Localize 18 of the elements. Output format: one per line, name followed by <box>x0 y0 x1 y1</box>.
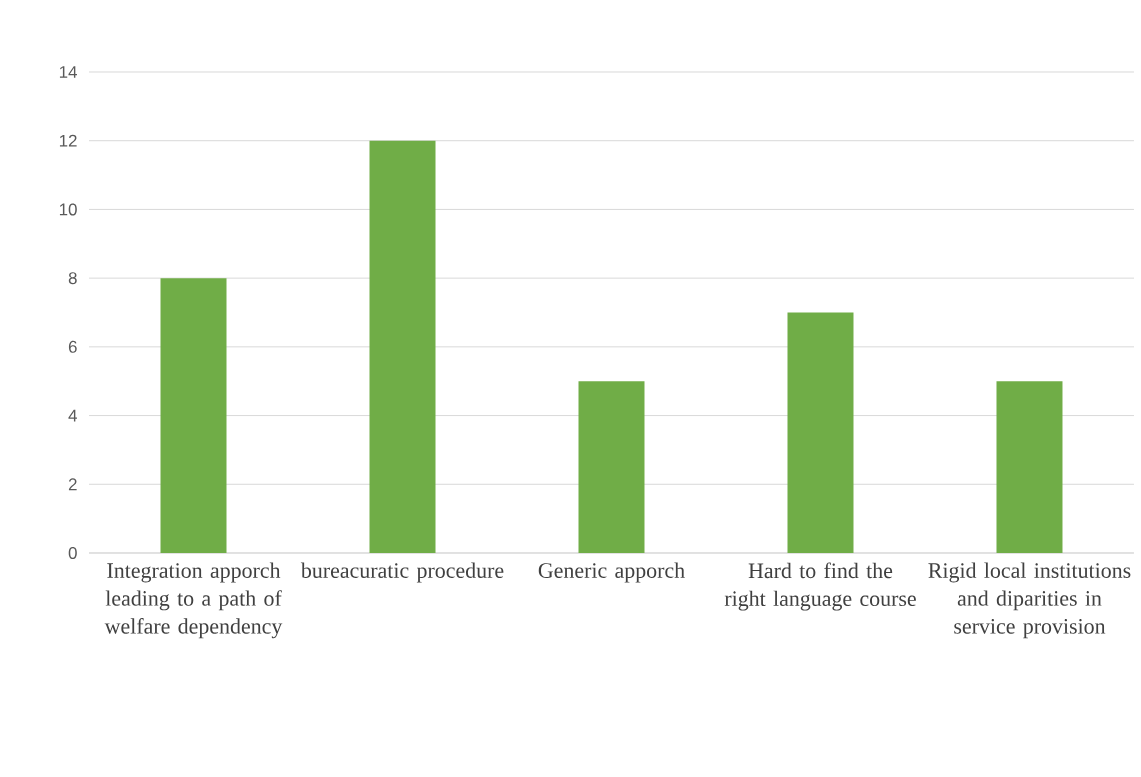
bar <box>996 381 1063 553</box>
bar <box>369 140 436 553</box>
bar <box>787 312 854 553</box>
x-tick-label: Generic apporch <box>538 562 685 583</box>
bar <box>160 278 227 553</box>
x-tick-label: Rigid local institutions and diparities in service provision <box>928 562 1131 639</box>
bar <box>578 381 645 553</box>
y-tick-label: 2 <box>68 478 77 491</box>
x-tick-label: bureacuratic procedure <box>300 562 504 583</box>
y-tick-label: 8 <box>68 272 77 285</box>
y-tick-label: 0 <box>68 547 77 559</box>
y-tick-label: 4 <box>68 409 77 422</box>
y-tick-label: 6 <box>68 340 77 353</box>
x-tick-label: Integration apporch leading to a path of welfare dependency <box>104 562 283 639</box>
y-tick-label: 10 <box>59 203 77 216</box>
y-tick-label: 12 <box>59 134 77 147</box>
y-tick-label: 14 <box>59 66 77 78</box>
x-tick-label: Hard to find the right language course <box>724 562 916 611</box>
